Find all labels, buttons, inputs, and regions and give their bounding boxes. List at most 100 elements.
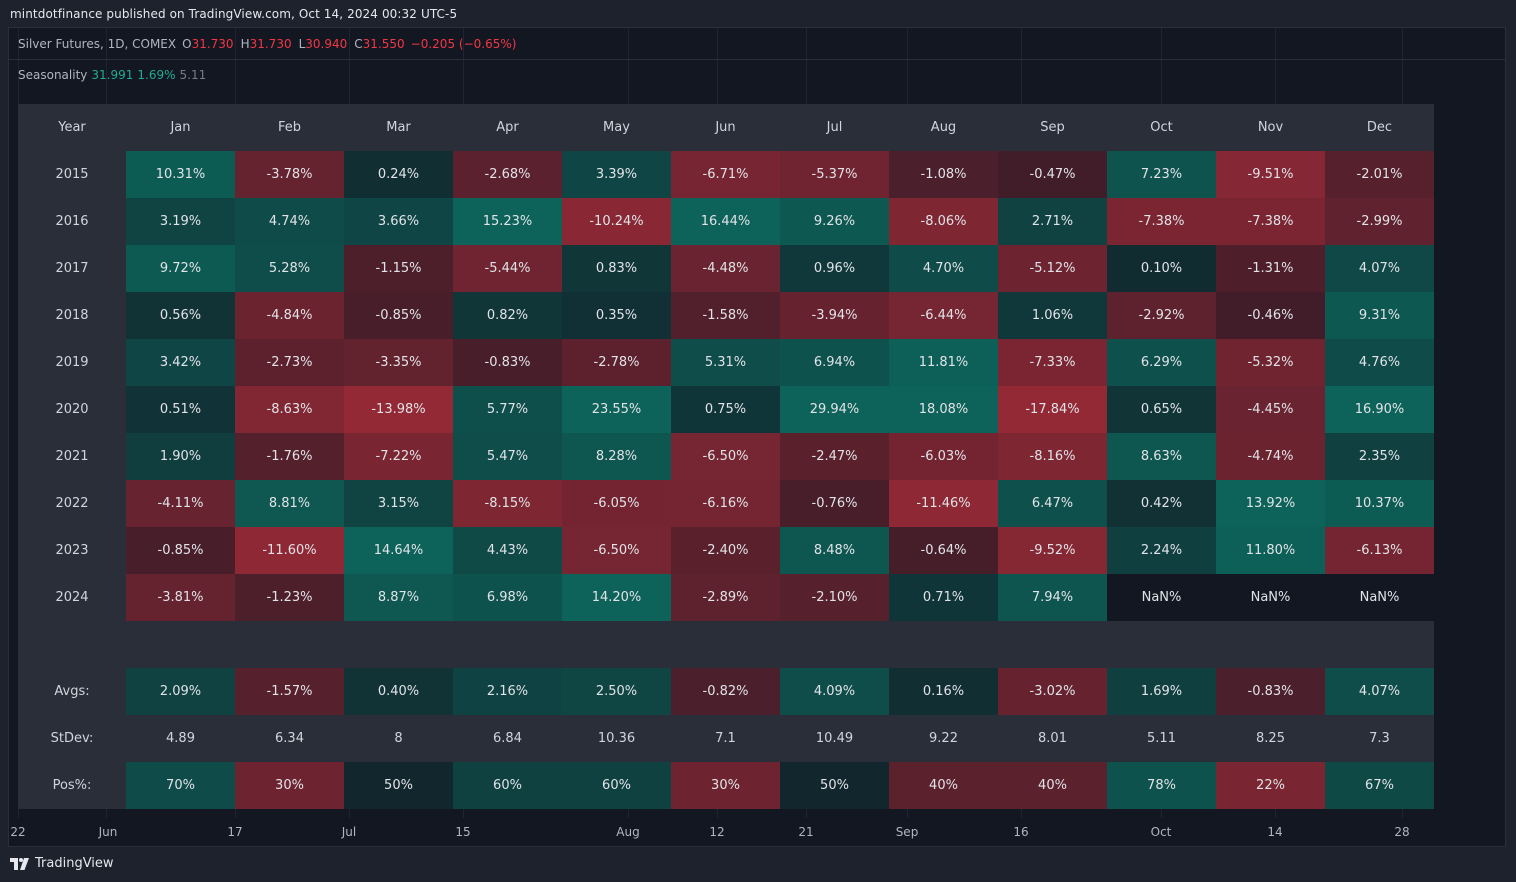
time-axis-tick: 16 [1013,825,1029,839]
return-cell: -11.46% [889,480,998,527]
return-cell: 0.35% [562,292,671,339]
return-cell: -3.81% [126,574,235,621]
return-cell: -8.16% [998,433,1107,480]
seasonality-legend[interactable]: Seasonality 31.991 1.69% 5.11 [18,68,206,82]
table-header-row: Year Jan Feb Mar Apr May Jun Jul Aug Sep Oct Nov Dec [18,104,1435,151]
return-cell: 13.92% [1216,480,1325,527]
return-cell: -8.06% [889,198,998,245]
avg-cell: -3.02% [998,668,1107,715]
spacer-cell [344,621,453,668]
time-axis-tick: 22 [10,825,26,839]
stdev-cell: 8.25 [1216,715,1325,762]
return-cell: 7.23% [1107,151,1216,198]
return-cell: 15.23% [453,198,562,245]
return-cell: -5.37% [780,151,889,198]
return-cell: -1.76% [235,433,344,480]
month-header: Oct [1107,104,1216,151]
time-axis-tick: 17 [227,825,243,839]
return-cell: 5.31% [671,339,780,386]
pos-cell: 60% [562,762,671,809]
time-axis-tick: Jun [98,825,118,839]
open-label: O [182,36,192,51]
time-axis-tick: 21 [798,825,814,839]
return-cell: 0.71% [889,574,998,621]
return-cell: -0.46% [1216,292,1325,339]
spacer-cell [780,621,889,668]
return-cell: 3.39% [562,151,671,198]
return-cell: 6.94% [780,339,889,386]
table-row: 2017 9.72% 5.28% -1.15% -5.44% 0.83% -4.48% 0.9… [18,245,1435,292]
table-row: 2015 10.31% -3.78% 0.24% -2.68% 3.39% -6.71% -5… [18,151,1435,198]
month-header: Aug [889,104,998,151]
return-cell: -2.92% [1107,292,1216,339]
return-cell: -1.08% [889,151,998,198]
time-axis[interactable]: 22 Jun 17 Jul 15 Aug 12 21 Sep 16 Oct 14 28 [9,818,1505,846]
year-label: 2017 [18,245,126,292]
stdev-cell: 6.34 [235,715,344,762]
tradingview-brand[interactable]: TradingView [10,856,114,871]
table-row: 2024 -3.81% -1.23% 8.87% 6.98% 14.20% -2.89% -2… [18,574,1435,621]
close-value: 31.550 [362,36,405,51]
return-cell: 8.81% [235,480,344,527]
series-legend[interactable]: Silver Futures, 1D, COMEX O 31.730 H 31.73… [9,28,1505,60]
return-cell: 16.90% [1325,386,1434,433]
return-cell: -9.52% [998,527,1107,574]
avg-cell: 2.50% [562,668,671,715]
spacer-cell [889,621,998,668]
table-row: 2022 -4.11% 8.81% 3.15% -8.15% -6.05% -6.16% -0… [18,480,1435,527]
return-cell: 0.75% [671,386,780,433]
return-cell: 9.31% [1325,292,1434,339]
avg-cell: 0.16% [889,668,998,715]
year-label: 2022 [18,480,126,527]
publisher-caption: mintdotfinance published on TradingView.… [10,7,458,21]
month-header: Jul [780,104,889,151]
year-header: Year [18,104,126,151]
return-cell: NaN% [1107,574,1216,621]
stdev-cell: 7.3 [1325,715,1434,762]
return-cell: 6.98% [453,574,562,621]
return-cell: 1.06% [998,292,1107,339]
return-cell: -6.13% [1325,527,1434,574]
series-name[interactable]: Silver Futures, 1D, COMEX [18,36,177,51]
spacer-cell [453,621,562,668]
table-row: 2020 0.51% -8.63% -13.98% 5.77% 23.55% 0.75% 29… [18,386,1435,433]
return-cell: -0.76% [780,480,889,527]
avg-cell: -0.83% [1216,668,1325,715]
stdev-cell: 8 [344,715,453,762]
stdev-cell: 10.49 [780,715,889,762]
seasonality-label[interactable]: Seasonality [18,68,88,82]
table-row: 2021 1.90% -1.76% -7.22% 5.47% 8.28% -6.50% -2.… [18,433,1435,480]
return-cell: 6.47% [998,480,1107,527]
chart-pane[interactable]: Silver Futures, 1D, COMEX O 31.730 H 31.73… [8,27,1506,847]
return-cell: 9.26% [780,198,889,245]
return-cell: 0.65% [1107,386,1216,433]
year-label: 2021 [18,433,126,480]
change-value: −0.205 (−0.65%) [410,36,517,51]
tradingview-logo-icon [10,857,29,870]
table-row: 2023 -0.85% -11.60% 14.64% 4.43% -6.50% -2.40%… [18,527,1435,574]
year-label: 2018 [18,292,126,339]
avg-cell: -0.82% [671,668,780,715]
spacer-cell [235,621,344,668]
time-axis-tick: Aug [616,825,640,839]
low-label: L [298,36,306,51]
return-cell: -0.85% [126,527,235,574]
return-cell: 10.31% [126,151,235,198]
return-cell: 4.76% [1325,339,1434,386]
return-cell: -1.15% [344,245,453,292]
return-cell: -4.48% [671,245,780,292]
return-cell: 2.24% [1107,527,1216,574]
return-cell: -1.23% [235,574,344,621]
return-cell: 0.96% [780,245,889,292]
month-header: Sep [998,104,1107,151]
return-cell: 0.42% [1107,480,1216,527]
return-cell: 0.83% [562,245,671,292]
return-cell: -6.44% [889,292,998,339]
pos-cell: 40% [889,762,998,809]
stdev-cell: 8.01 [998,715,1107,762]
return-cell: -0.64% [889,527,998,574]
return-cell: -2.73% [235,339,344,386]
return-cell: -0.83% [453,339,562,386]
return-cell: -10.24% [562,198,671,245]
return-cell: -7.38% [1216,198,1325,245]
